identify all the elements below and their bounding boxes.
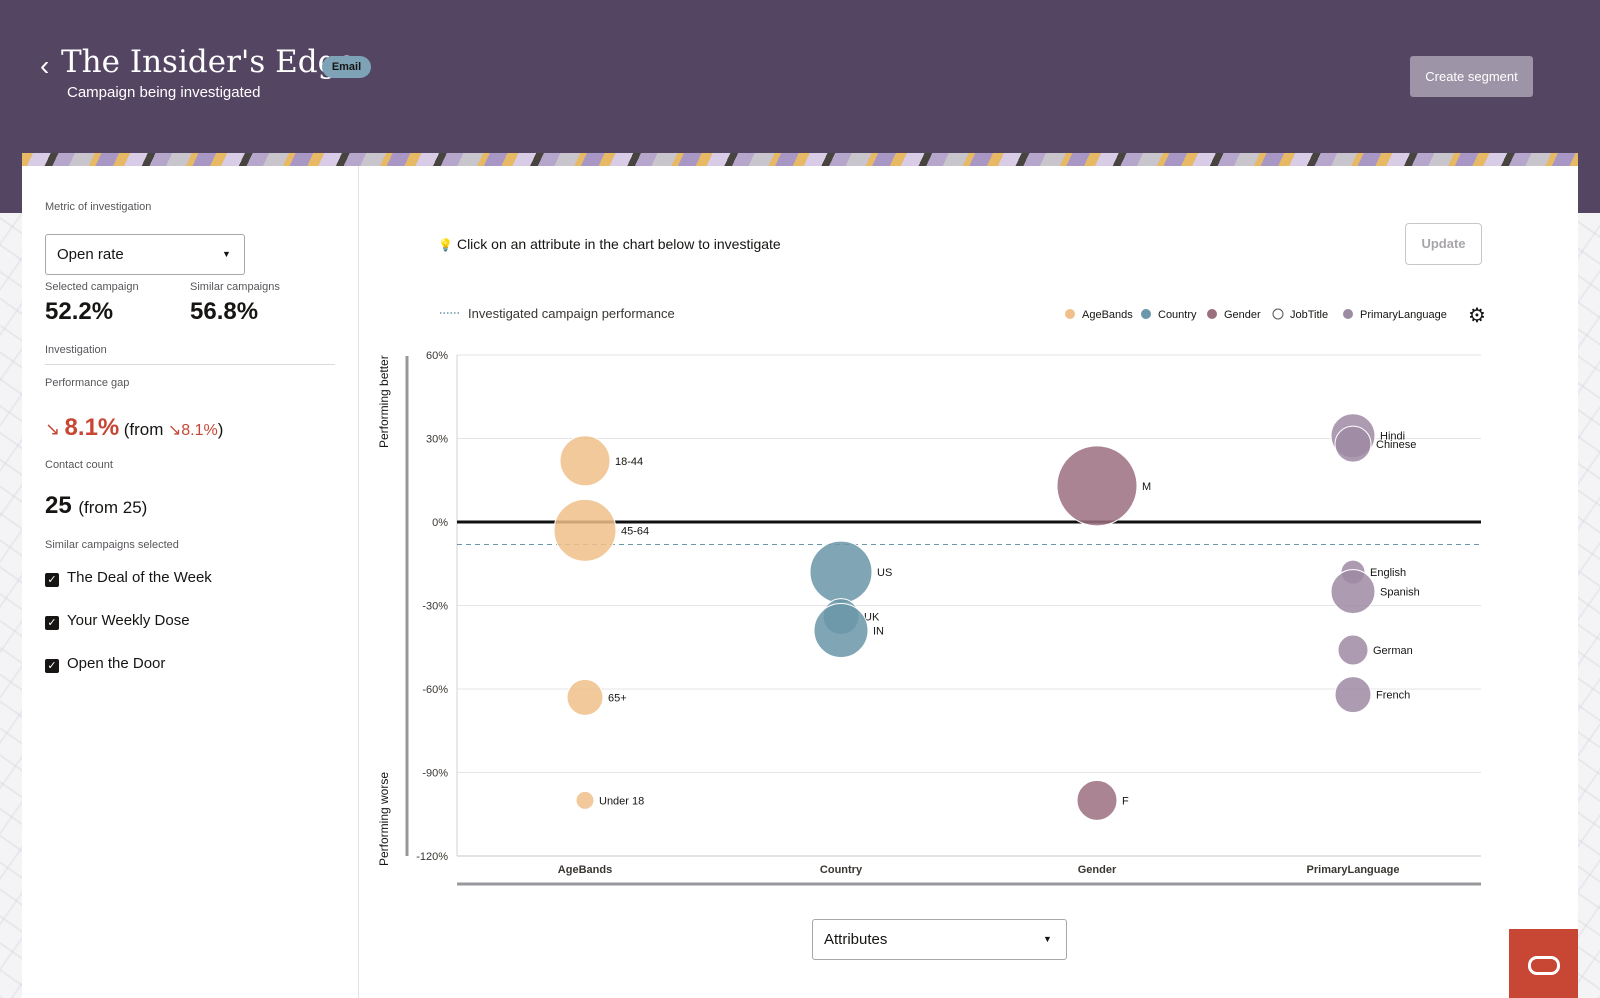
- bubble-label: Hindi: [1380, 431, 1405, 443]
- divider: [45, 364, 335, 365]
- contact-count-value: 25: [45, 492, 72, 519]
- trend-down-small-icon: ↘: [167, 422, 182, 439]
- trend-down-icon: ↘: [45, 419, 61, 439]
- x-tick-label: Gender: [1078, 864, 1117, 876]
- x-tick-label: AgeBands: [558, 864, 612, 876]
- campaign-subtitle: Campaign being investigated: [67, 84, 261, 101]
- investigation-label: Investigation: [45, 344, 107, 356]
- bubble-french[interactable]: [1334, 676, 1372, 714]
- selected-campaign-label: Selected campaign: [45, 281, 139, 293]
- chart-hint-text: Click on an attribute in the chart below…: [456, 236, 781, 252]
- metric-select-value: Open rate: [57, 246, 124, 263]
- attributes-select[interactable]: Attributes ▼: [812, 919, 1067, 960]
- y-tick-label: -30%: [422, 601, 448, 613]
- bubble-label: M: [1142, 481, 1151, 493]
- campaign-checkbox[interactable]: ✓: [45, 573, 59, 587]
- bubble-label: French: [1376, 690, 1410, 702]
- performance-gap-value: 8.1%: [64, 414, 120, 441]
- gear-icon[interactable]: ⚙: [1468, 305, 1486, 327]
- bubble-label: 18-44: [615, 456, 643, 468]
- similar-campaigns-value: 56.8%: [190, 298, 259, 325]
- bubble-label: IN: [873, 626, 884, 638]
- bubble-label: Chinese: [1376, 439, 1416, 451]
- similar-campaigns-selected-label: Similar campaigns selected: [45, 539, 179, 551]
- legend-marker: [1343, 309, 1353, 319]
- campaign-checkbox-label[interactable]: Open the Door: [67, 655, 166, 672]
- metric-select[interactable]: Open rate ▼: [45, 234, 245, 275]
- legend-label: PrimaryLanguage: [1360, 309, 1447, 321]
- legend-marker: [1065, 309, 1075, 319]
- metric-label: Metric of investigation: [45, 201, 152, 213]
- chart-hint: 💡 Click on an attribute in the chart belo…: [438, 236, 781, 252]
- x-tick-label: PrimaryLanguage: [1307, 864, 1400, 876]
- bubble-label: 65+: [608, 692, 627, 704]
- campaign-checkbox[interactable]: ✓: [45, 616, 59, 630]
- decorative-stripe: [22, 153, 1578, 166]
- gap-from-suffix: ): [217, 420, 224, 439]
- attributes-select-value: Attributes: [824, 931, 888, 948]
- bubble-f[interactable]: [1076, 779, 1118, 821]
- chevron-down-icon: ▼: [222, 249, 231, 259]
- y-label-performing-better: Performing better: [377, 355, 391, 448]
- left-panel: Metric of investigation Open rate ▼ Sele…: [22, 166, 359, 998]
- y-tick-label: 0%: [432, 517, 448, 529]
- bubble-label: 45-64: [621, 525, 649, 537]
- performance-gap: ↘ 8.1% (from ↘8.1%): [45, 414, 223, 442]
- bubble-german[interactable]: [1337, 634, 1369, 666]
- bubble-in[interactable]: [813, 603, 869, 659]
- bubble-chinese[interactable]: [1334, 425, 1372, 463]
- legend-marker: [1272, 308, 1284, 320]
- legend-marker: [1141, 309, 1151, 319]
- legend-label: Gender: [1224, 309, 1261, 321]
- bubble-under-18[interactable]: [575, 790, 595, 810]
- bubble-18-44[interactable]: [559, 435, 611, 487]
- campaign-title: The Insider's Edge: [61, 44, 356, 80]
- y-tick-label: -60%: [422, 684, 448, 696]
- y-tick-label: -90%: [422, 768, 448, 780]
- bubble-label: UK: [864, 612, 880, 624]
- x-tick-label: Country: [820, 864, 863, 876]
- bubble-us[interactable]: [809, 540, 873, 604]
- y-tick-label: -120%: [416, 851, 448, 863]
- baseline-legend-label: Investigated campaign performance: [468, 306, 675, 321]
- bubble-label: German: [1373, 645, 1413, 657]
- campaign-checkbox-label[interactable]: Your Weekly Dose: [67, 612, 190, 629]
- legend-marker: [1207, 309, 1217, 319]
- bubble-label: English: [1370, 567, 1406, 579]
- campaign-checkbox[interactable]: ✓: [45, 659, 59, 673]
- bubble-spanish[interactable]: [1330, 569, 1376, 615]
- lightbulb-icon: 💡: [438, 238, 453, 252]
- bubble-65-[interactable]: [566, 678, 604, 716]
- gap-from-prefix: (from: [123, 420, 164, 439]
- performance-gap-label: Performance gap: [45, 377, 130, 389]
- legend-label: JobTitle: [1290, 309, 1328, 321]
- bubble-label: Spanish: [1380, 587, 1420, 599]
- create-segment-button[interactable]: Create segment: [1410, 56, 1533, 97]
- contact-count-from: (from 25): [78, 498, 148, 517]
- bubble-45-64[interactable]: [553, 498, 617, 562]
- channel-badge: Email: [322, 56, 371, 78]
- bubble-m[interactable]: [1056, 445, 1138, 527]
- chat-icon: [1528, 956, 1560, 975]
- bubble-label: Under 18: [599, 795, 644, 807]
- investigation-card: Metric of investigation Open rate ▼ Sele…: [22, 153, 1578, 998]
- campaign-checkbox-label[interactable]: The Deal of the Week: [67, 569, 212, 586]
- y-tick-label: 60%: [426, 350, 448, 362]
- contact-count-label: Contact count: [45, 459, 113, 471]
- selected-campaign-value: 52.2%: [45, 298, 114, 325]
- bubble-label: US: [877, 567, 892, 579]
- similar-campaigns-label: Similar campaigns: [190, 281, 280, 293]
- gap-from-value: 8.1%: [181, 422, 218, 439]
- legend-label: Country: [1158, 309, 1197, 321]
- update-button[interactable]: Update: [1405, 223, 1482, 265]
- help-chat-button[interactable]: [1509, 929, 1578, 998]
- y-tick-label: 30%: [426, 434, 448, 446]
- contact-count: 25 (from 25): [45, 492, 147, 520]
- bubble-label: F: [1122, 795, 1129, 807]
- y-label-performing-worse: Performing worse: [377, 772, 391, 866]
- legend-label: AgeBands: [1082, 309, 1133, 321]
- chevron-down-icon: ▼: [1043, 934, 1052, 944]
- back-chevron-icon[interactable]: ‹: [40, 50, 50, 81]
